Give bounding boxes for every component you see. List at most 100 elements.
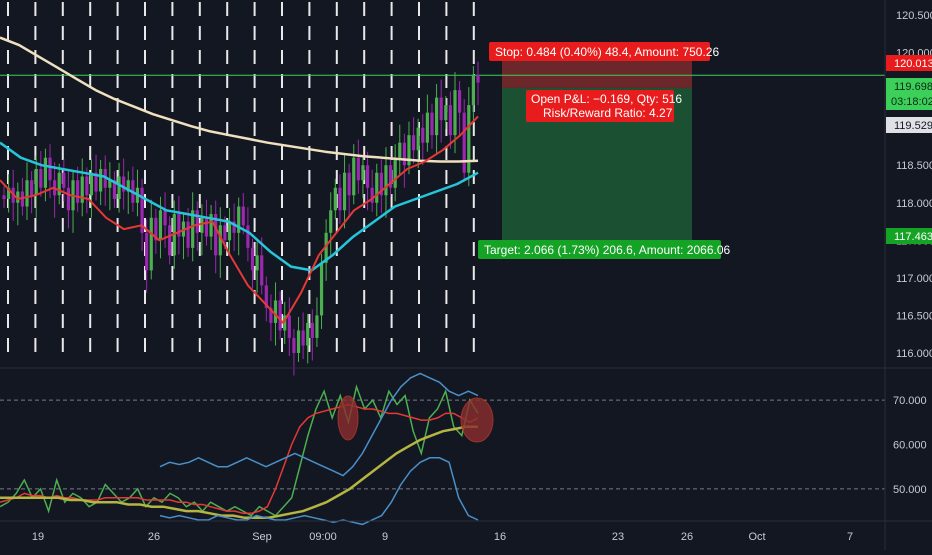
candle-body [99,168,103,192]
pnl-line-1: Open P&L: −0.169, Qty: 516 [531,92,682,106]
candle-body [85,176,89,196]
candle-body [108,180,112,188]
candle-body [388,165,393,188]
candle-body [379,172,383,196]
oscillator-series-line [0,425,478,520]
candle-body [370,187,374,203]
candle-body [89,172,94,196]
oscillator-series-line [159,372,479,477]
candle-body [227,221,232,241]
candle-body [163,210,167,226]
svg-text:119.698: 119.698 [894,81,932,93]
candle-body [158,210,163,241]
candle-body [347,172,351,196]
moving-averages [0,36,479,324]
price-tick-label: 120.500 [896,10,932,22]
candle-body [333,187,337,211]
candle-body [34,168,38,196]
candle-body [329,210,333,233]
candle-body [195,210,199,233]
candle-body [411,135,416,151]
candle-body [444,105,448,121]
time-tick-label: 26 [148,531,160,543]
candle-body [278,300,282,331]
candle-body [439,97,443,121]
candle-body [7,187,11,200]
target-label-text: Target: 2.066 (1.73%) 206.6, Amount: 206… [484,243,730,257]
ma-slow-line [0,36,479,163]
pnl-line-2: Risk/Reward Ratio: 4.27 [543,106,673,120]
candle-body [301,330,305,346]
candle-body [232,221,236,233]
candle-body [209,214,213,237]
candle-body [66,187,71,211]
oscillator-axis[interactable]: 70.000 60.000 50.000 [893,395,927,496]
time-tick-label: 7 [847,531,853,543]
candle-body [94,172,98,192]
candle-body [25,180,29,207]
candle-body [30,180,34,196]
tag-stop-level: 120.013 [886,55,932,71]
candle-body [246,225,250,248]
svg-text:119.529: 119.529 [894,120,932,132]
candle-body [421,127,425,143]
candle-body [145,232,149,271]
candle-body [398,142,402,158]
candle-body [393,157,397,188]
candle-body [365,165,370,188]
osc-tick-label: 50.000 [893,484,927,496]
candle-body [462,112,466,173]
vertical-marker-stripes [7,2,475,360]
candle-body [425,112,429,143]
price-tick-label: 118.000 [896,198,932,210]
candle-body [338,187,342,211]
time-tick-label: Oct [748,531,765,543]
candle-body [457,90,462,113]
candle-body [237,206,241,233]
candle-body [434,97,439,136]
target-label[interactable]: Target: 2.066 (1.73%) 206.6, Amount: 206… [478,240,730,259]
candle-body [2,195,6,200]
ma-mid-line [0,141,479,272]
osc-tick-label: 60.000 [893,440,927,452]
candle-body [292,337,296,353]
time-axis[interactable]: 19 26 Sep 09:00 9 16 23 26 Oct 7 [32,531,853,543]
candle-body [361,165,365,181]
tag-target-level: 117.463 [886,228,932,244]
oscillator-pane [0,372,885,526]
candle-body [448,105,452,136]
candle-body [467,105,471,173]
pnl-label[interactable]: Open P&L: −0.169, Qty: 516 Risk/Reward R… [526,90,682,122]
svg-text:03:18:02: 03:18:02 [891,96,932,108]
candle-body [283,315,287,331]
candle-body [191,210,195,248]
candle-body [250,247,255,271]
candle-body [126,180,130,192]
candle-body [324,232,328,263]
time-tick-label: 19 [32,531,44,543]
candle-body [310,322,314,338]
candle-body [471,75,475,106]
price-tick-label: 118.500 [896,160,932,172]
stop-label[interactable]: Stop: 0.484 (0.40%) 48.4, Amount: 750.26 [489,42,719,61]
oscillator-series-line [0,384,479,517]
osc-tick-label: 70.000 [893,395,927,407]
svg-text:120.013: 120.013 [894,58,932,70]
candle-body [416,127,420,151]
candle-body [269,307,273,323]
candle-body [112,180,117,200]
oscillator-lines [0,372,479,526]
candle-body [315,315,319,338]
candle-body [402,142,406,166]
candle-body [430,112,434,136]
candle-body [16,191,20,203]
ma-fast-line [0,115,479,324]
svg-text:117.463: 117.463 [894,231,932,243]
candle-body [48,157,52,181]
candle-body [356,157,360,181]
candle-body [76,180,80,203]
candle-body [80,176,84,203]
